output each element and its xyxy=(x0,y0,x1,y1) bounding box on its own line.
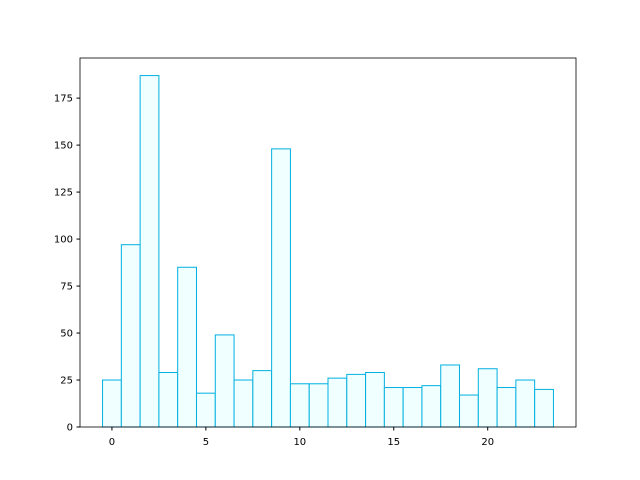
bar xyxy=(402,387,423,428)
y-tick-label: 0 xyxy=(67,423,73,434)
bar xyxy=(534,388,554,428)
bar xyxy=(102,379,122,428)
y-tick-label: 125 xyxy=(54,188,73,199)
bar xyxy=(158,372,179,428)
bar xyxy=(289,383,310,428)
x-tick-label: 5 xyxy=(203,437,209,448)
x-tick-label: 10 xyxy=(293,437,306,448)
bar xyxy=(327,377,348,428)
bar xyxy=(496,387,517,428)
y-tick-label: 50 xyxy=(60,329,73,340)
bar xyxy=(139,75,160,428)
y-tick-label: 150 xyxy=(54,141,73,152)
bar xyxy=(177,266,197,428)
bar xyxy=(252,370,273,428)
x-tick-label: 20 xyxy=(481,437,494,448)
y-tick-label: 75 xyxy=(60,282,73,293)
bar xyxy=(515,379,536,428)
bar xyxy=(440,364,461,428)
bar xyxy=(308,383,329,428)
x-tick-label: 15 xyxy=(387,437,400,448)
bar xyxy=(120,244,141,428)
bar xyxy=(477,368,498,428)
bar xyxy=(365,372,385,428)
x-tick-label: 0 xyxy=(109,437,115,448)
bar xyxy=(459,394,479,428)
bar xyxy=(421,385,442,428)
y-tick-label: 25 xyxy=(60,376,73,387)
plot-frame xyxy=(79,57,577,428)
y-tick-label: 100 xyxy=(54,235,73,246)
bar xyxy=(271,148,291,428)
y-tick-label: 175 xyxy=(54,94,73,105)
bar xyxy=(214,334,235,428)
bar xyxy=(346,373,367,428)
bar xyxy=(383,387,404,428)
bar xyxy=(233,379,254,428)
bar xyxy=(195,392,216,428)
